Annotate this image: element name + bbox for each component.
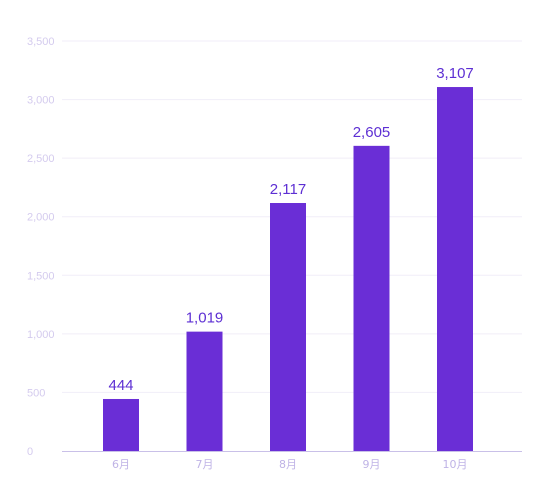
y-tick-label: 500 [27,387,45,399]
y-tick-label: 1,000 [27,329,55,341]
y-tick-label: 3,000 [27,95,55,107]
data-label: 3,107 [436,65,474,82]
bars [103,87,473,452]
bar [270,203,306,451]
x-tick-label: 9月 [363,458,381,471]
x-tick-label: 10月 [443,458,468,471]
y-tick-label: 3,500 [27,36,55,48]
y-tick-label: 2,000 [27,212,55,224]
data-label: 1,019 [186,310,224,327]
data-label: 2,117 [270,181,306,198]
x-tick-label: 8月 [279,458,297,471]
bar [186,331,223,451]
data-labels: 444 1,019 2,117 2,605 3,107 [108,65,473,394]
y-tick-label: 2,500 [27,153,55,165]
x-axis-ticks: 6月 7月 8月 9月 10月 [112,458,468,471]
data-label: 444 [108,377,133,394]
data-label: 2,605 [353,124,391,141]
y-axis-ticks: 0 500 1,000 1,500 2,000 2,500 3,000 3,500 [27,36,55,458]
bar [353,145,390,452]
bar [437,87,473,451]
x-tick-label: 6月 [112,458,130,471]
bar [103,398,139,451]
y-tick-label: 1,500 [27,270,55,282]
x-tick-label: 7月 [196,458,214,471]
y-tick-label: 0 [27,446,33,458]
